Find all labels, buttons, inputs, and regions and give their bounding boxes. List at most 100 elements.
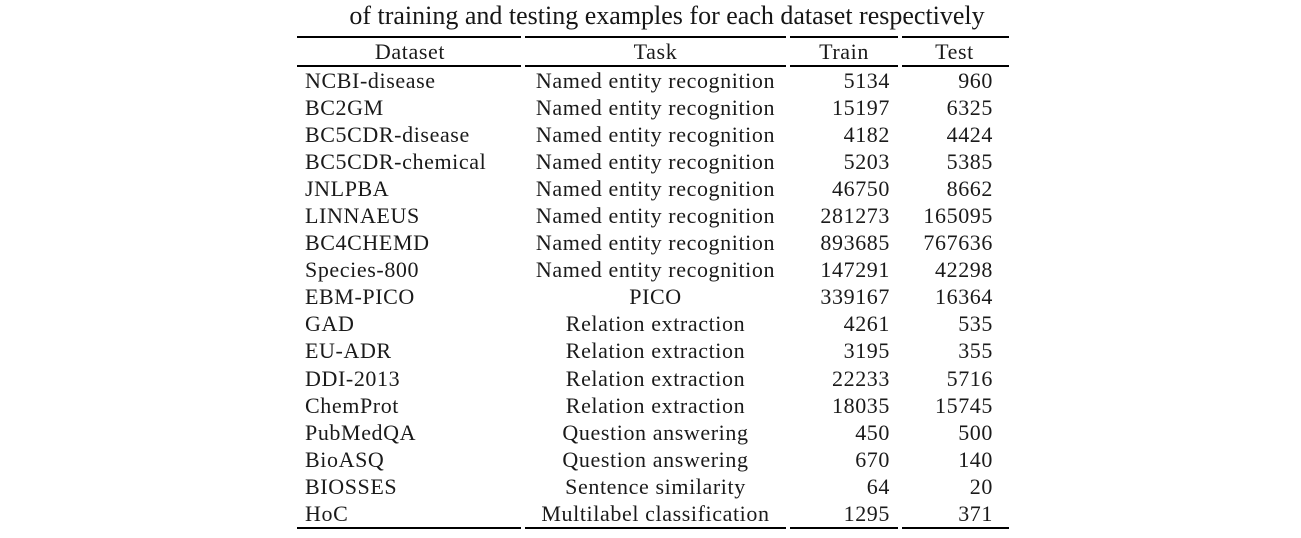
cell-dataset: BC5CDR-chemical (305, 149, 487, 175)
rule-segment (525, 526, 786, 529)
table-row: ChemProt Relation extraction 18035 15745 (297, 392, 1009, 419)
cell-test: 42298 (935, 257, 993, 283)
cell-task: Relation extraction (565, 392, 746, 418)
table-row: EBM-PICO PICO 339167 16364 (297, 283, 1009, 310)
cell-train: 1295 (843, 500, 890, 526)
table-row: BC4CHEMD Named entity recognition 893685 76… (297, 229, 1009, 256)
cell-test: 165095 (923, 203, 993, 229)
cell-task: Relation extraction (565, 365, 746, 391)
cell-task: Relation extraction (565, 311, 746, 337)
cell-task: Sentence similarity (565, 473, 746, 499)
cell-test: 355 (958, 338, 993, 364)
table-row: HoC Multilabel classification 1295 371 (297, 500, 1009, 527)
table-row: DDI-2013 Relation extraction 22233 5716 (297, 365, 1009, 392)
cell-task: Named entity recognition (535, 95, 776, 121)
rule-segment (790, 526, 898, 529)
cell-test: 5716 (946, 365, 993, 391)
cell-test: 20 (969, 473, 993, 499)
table-top-rule (297, 36, 1009, 38)
cell-task: Relation extraction (565, 338, 746, 364)
cell-train: 18035 (832, 392, 890, 418)
table-header-rule (297, 65, 1009, 67)
table-caption: of training and testing examples for eac… (349, 1, 985, 30)
cell-dataset: EU-ADR (305, 338, 392, 364)
column-header-dataset: Dataset (374, 39, 446, 64)
cell-task: Multilabel classification (541, 500, 770, 526)
cell-dataset: LINNAEUS (305, 203, 420, 229)
cell-dataset: Species-800 (305, 257, 420, 283)
cell-dataset: PubMedQA (305, 419, 417, 445)
cell-test: 500 (958, 419, 993, 445)
rule-segment (525, 36, 786, 38)
column-header-train: Train (819, 39, 869, 64)
cell-test: 5385 (946, 149, 993, 175)
rule-segment (297, 526, 521, 529)
table-row: LINNAEUS Named entity recognition 281273 16… (297, 202, 1009, 229)
table-row: PubMedQA Question answering 450 500 (297, 419, 1009, 446)
cell-test: 371 (958, 500, 993, 526)
table-header-row: Dataset Task Train Test (297, 38, 1009, 65)
cell-train: 893685 (820, 230, 890, 256)
cell-dataset: JNLPBA (305, 176, 390, 202)
cell-task: Question answering (562, 419, 749, 445)
cell-train: 64 (866, 473, 890, 499)
cell-task: PICO (629, 284, 682, 310)
cell-task: Named entity recognition (535, 257, 776, 283)
cell-test: 535 (958, 311, 993, 337)
rule-segment (790, 65, 898, 67)
column-header-test: Test (935, 39, 974, 64)
cell-dataset: ChemProt (305, 392, 400, 418)
cell-task: Named entity recognition (535, 230, 776, 256)
cell-train: 147291 (820, 257, 890, 283)
rule-segment (297, 36, 521, 38)
cell-train: 46750 (832, 176, 890, 202)
cell-task: Named entity recognition (535, 149, 776, 175)
cell-dataset: DDI-2013 (305, 365, 401, 391)
cell-train: 5203 (843, 149, 890, 175)
cell-train: 5134 (843, 68, 890, 93)
cell-test: 6325 (946, 95, 993, 121)
cell-dataset: HoC (305, 500, 349, 526)
cell-test: 8662 (946, 176, 993, 202)
cell-train: 3195 (843, 338, 890, 364)
cell-train: 339167 (820, 284, 890, 310)
cell-train: 4182 (843, 122, 890, 148)
rule-segment (297, 65, 521, 67)
table-row: GAD Relation extraction 4261 535 (297, 310, 1009, 337)
cell-dataset: BC2GM (305, 95, 384, 121)
table-row: BC2GM Named entity recognition 15197 6325 (297, 94, 1009, 121)
table-row: BC5CDR-chemical Named entity recognition 5… (297, 148, 1009, 175)
table-row: NCBI-disease Named entity recognition 5134… (297, 67, 1009, 94)
table-bottom-rule (297, 526, 1009, 529)
cell-task: Named entity recognition (535, 203, 776, 229)
cell-train: 281273 (820, 203, 890, 229)
rule-segment (525, 65, 786, 67)
table-row: BIOSSES Sentence similarity 64 20 (297, 473, 1009, 500)
cell-train: 670 (855, 446, 890, 472)
cell-dataset: BC5CDR-disease (305, 122, 470, 148)
cell-test: 960 (958, 68, 993, 93)
cell-task: Named entity recognition (535, 122, 776, 148)
table-body: NCBI-disease Named entity recognition 5134… (297, 67, 1009, 527)
cell-dataset: BIOSSES (305, 473, 398, 499)
cell-dataset: EBM-PICO (305, 284, 415, 310)
rule-segment (790, 36, 898, 38)
cell-train: 15197 (832, 95, 890, 121)
cell-test: 4424 (946, 122, 993, 148)
column-header-task: Task (633, 39, 678, 64)
rule-segment (902, 36, 1009, 38)
table-row: BioASQ Question answering 670 140 (297, 446, 1009, 473)
cell-task: Named entity recognition (535, 68, 776, 93)
cell-task: Question answering (562, 446, 749, 472)
table-row: EU-ADR Relation extraction 3195 355 (297, 337, 1009, 364)
cell-train: 450 (855, 419, 890, 445)
cell-test: 15745 (935, 392, 993, 418)
cell-dataset: GAD (305, 311, 355, 337)
cell-task: Named entity recognition (535, 176, 776, 202)
cell-dataset: BioASQ (305, 446, 385, 472)
cell-test: 140 (958, 446, 993, 472)
cell-train: 22233 (832, 365, 890, 391)
table-row: JNLPBA Named entity recognition 46750 8662 (297, 175, 1009, 202)
cell-dataset: NCBI-disease (305, 68, 436, 93)
rule-segment (902, 65, 1009, 67)
